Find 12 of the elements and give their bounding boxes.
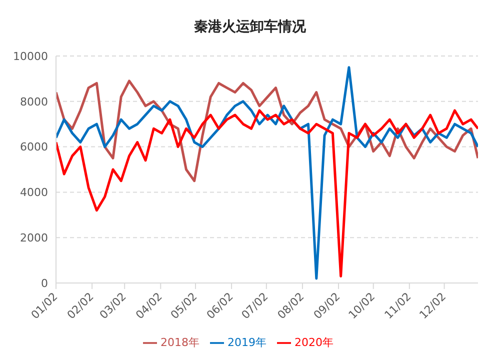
y-tick-label: 0 (41, 276, 48, 290)
y-tick-label: 4000 (20, 186, 48, 200)
y-tick-label: 8000 (20, 95, 48, 108)
legend-label: 2018年 (160, 336, 200, 349)
legend-label: 2019年 (228, 336, 266, 349)
line-series (56, 109, 478, 278)
y-tick-label: 6000 (20, 140, 48, 154)
chart-title: 秦港火运卸车情况 (193, 18, 307, 37)
line-series (56, 66, 478, 280)
legend-label: 2020年 (294, 336, 334, 349)
y-tick-label: 10000 (13, 50, 48, 63)
y-tick-label: 2000 (20, 232, 48, 245)
